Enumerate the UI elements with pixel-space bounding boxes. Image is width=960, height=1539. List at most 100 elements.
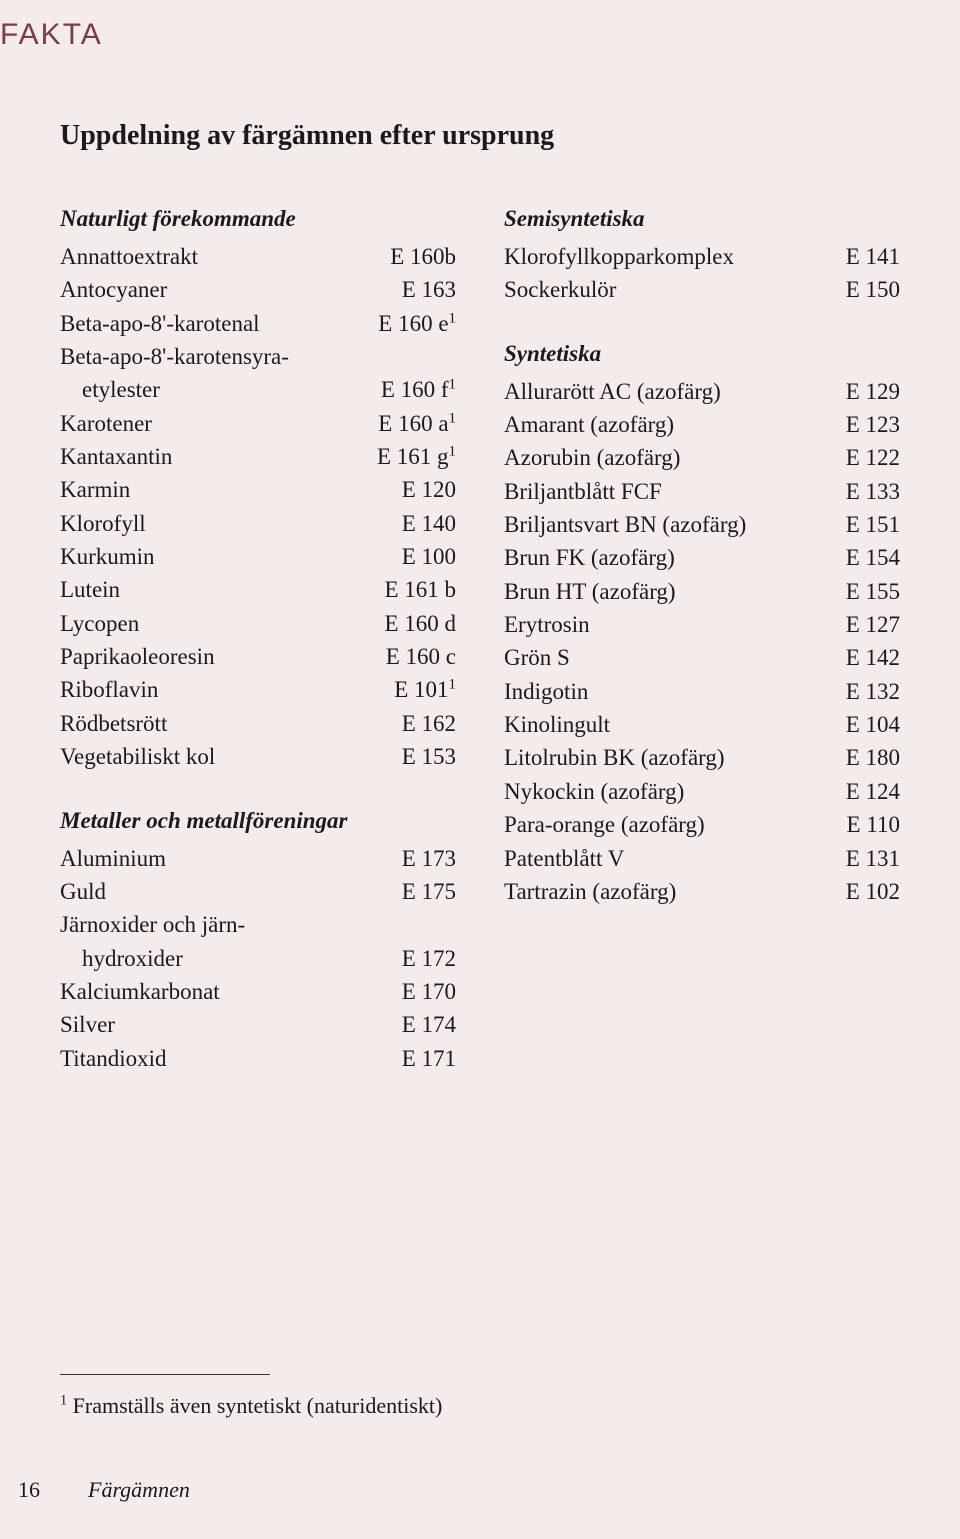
item-code: E 122	[846, 441, 900, 474]
item-code: E 123	[846, 408, 900, 441]
item-name: Patentblått V	[504, 842, 846, 875]
item-code: E 160b	[390, 240, 456, 273]
item-code: E 160 a1	[378, 407, 456, 440]
list-item: KarotenerE 160 a1	[60, 407, 456, 440]
item-code: E 161 g1	[377, 440, 456, 473]
item-name: Antocyaner	[60, 273, 402, 306]
item-code: E 141	[846, 240, 900, 273]
item-name: Kalciumkarbonat	[60, 975, 402, 1008]
item-name: Amarant (azofärg)	[504, 408, 846, 441]
list-item: RiboflavinE 1011	[60, 673, 456, 706]
list-item: SilverE 174	[60, 1008, 456, 1041]
item-code: E 162	[402, 707, 456, 740]
item-code: E 163	[402, 273, 456, 306]
item-name: Indigotin	[504, 675, 846, 708]
footnote-text: Framställs även syntetiskt (naturidentis…	[67, 1393, 442, 1418]
item-name: Titandioxid	[60, 1042, 402, 1075]
item-name: Aluminium	[60, 842, 402, 875]
item-name: Klorofyllkopparkomplex	[504, 240, 846, 273]
item-code: E 170	[402, 975, 456, 1008]
item-name: Sockerkulör	[504, 273, 846, 306]
item-code: E 104	[846, 708, 900, 741]
list-item: PaprikaoleoresinE 160 c	[60, 640, 456, 673]
list-item: Litolrubin BK (azofärg)E 180	[504, 741, 900, 774]
item-name: Briljantsvart BN (azofärg)	[504, 508, 846, 541]
item-name: Järnoxider och järn-	[60, 908, 456, 941]
list-item: Grön SE 142	[504, 641, 900, 674]
item-code: E 140	[402, 507, 456, 540]
item-code: E 174	[402, 1008, 456, 1041]
list-item: KlorofyllkopparkomplexE 141	[504, 240, 900, 273]
section-semi-list: KlorofyllkopparkomplexE 141SockerkulörE …	[504, 240, 900, 307]
item-name: Klorofyll	[60, 507, 402, 540]
item-name: hydroxider	[60, 942, 402, 975]
list-item: hydroxiderE 172	[60, 942, 456, 975]
section-title-semi: Semisyntetiska	[504, 206, 900, 232]
item-code: E 173	[402, 842, 456, 875]
item-code: E 150	[846, 273, 900, 306]
item-name: Riboflavin	[60, 673, 394, 706]
list-item: KarminE 120	[60, 473, 456, 506]
item-code: E 153	[402, 740, 456, 773]
list-item: Azorubin (azofärg)E 122	[504, 441, 900, 474]
item-code: E 160 e1	[378, 307, 456, 340]
item-code: E 151	[846, 508, 900, 541]
list-item: AntocyanerE 163	[60, 273, 456, 306]
item-code: E 133	[846, 475, 900, 508]
list-item: KlorofyllE 140	[60, 507, 456, 540]
list-item: Briljantblått FCFE 133	[504, 475, 900, 508]
section-title-metaller: Metaller och metallföreningar	[60, 808, 456, 834]
item-name: Grön S	[504, 641, 846, 674]
item-sup: 1	[449, 410, 456, 426]
item-name: Brun HT (azofärg)	[504, 575, 846, 608]
item-code: E 161 b	[384, 573, 456, 606]
footnote-rule	[60, 1374, 270, 1375]
item-code: E 175	[402, 875, 456, 908]
item-name: Tartrazin (azofärg)	[504, 875, 846, 908]
item-sup: 1	[449, 443, 456, 459]
list-item: Patentblått VE 131	[504, 842, 900, 875]
item-code: E 127	[846, 608, 900, 641]
item-name: Briljantblått FCF	[504, 475, 846, 508]
list-item: Järnoxider och järn-	[60, 908, 456, 941]
item-name: Rödbetsrött	[60, 707, 402, 740]
item-name: Azorubin (azofärg)	[504, 441, 846, 474]
list-item: Briljantsvart BN (azofärg)E 151	[504, 508, 900, 541]
list-item: Nykockin (azofärg)E 124	[504, 775, 900, 808]
item-code: E 120	[402, 473, 456, 506]
item-name: Karotener	[60, 407, 378, 440]
section-title-synt: Syntetiska	[504, 341, 900, 367]
list-item: Brun HT (azofärg)E 155	[504, 575, 900, 608]
item-code: E 155	[846, 575, 900, 608]
item-code: E 172	[402, 942, 456, 975]
item-name: Lycopen	[60, 607, 384, 640]
page-title: Uppdelning av färgämnen efter ursprung	[60, 120, 900, 152]
right-column: Semisyntetiska KlorofyllkopparkomplexE 1…	[504, 206, 900, 1075]
item-name: Nykockin (azofärg)	[504, 775, 846, 808]
section-synt-list: Allurarött AC (azofärg)E 129Amarant (azo…	[504, 375, 900, 909]
item-name: Kinolingult	[504, 708, 846, 741]
item-code: E 154	[846, 541, 900, 574]
footer: 16 Färgämnen	[0, 1477, 190, 1503]
item-name: Karmin	[60, 473, 402, 506]
item-name: Beta-apo-8'-karotenal	[60, 307, 378, 340]
item-name: Allurarött AC (azofärg)	[504, 375, 846, 408]
item-code: E 100	[402, 540, 456, 573]
item-code: E 131	[846, 842, 900, 875]
section-metaller-list: AluminiumE 173GuldE 175Järnoxider och jä…	[60, 842, 456, 1075]
item-sup: 1	[449, 677, 456, 693]
list-item: Allurarött AC (azofärg)E 129	[504, 375, 900, 408]
list-item: KantaxantinE 161 g1	[60, 440, 456, 473]
left-column: Naturligt förekommande AnnattoextraktE 1…	[60, 206, 456, 1075]
columns: Naturligt förekommande AnnattoextraktE 1…	[60, 206, 900, 1075]
item-code: E 160 f1	[381, 373, 456, 406]
item-name: Beta-apo-8'-karotensyra-	[60, 340, 456, 373]
list-item: Brun FK (azofärg)E 154	[504, 541, 900, 574]
section-title-naturligt: Naturligt förekommande	[60, 206, 456, 232]
content: Uppdelning av färgämnen efter ursprung N…	[60, 120, 900, 1075]
item-code: E 124	[846, 775, 900, 808]
item-name: Litolrubin BK (azofärg)	[504, 741, 846, 774]
item-code: E 102	[846, 875, 900, 908]
item-code: E 160 c	[386, 640, 456, 673]
item-name: etylester	[60, 373, 381, 406]
